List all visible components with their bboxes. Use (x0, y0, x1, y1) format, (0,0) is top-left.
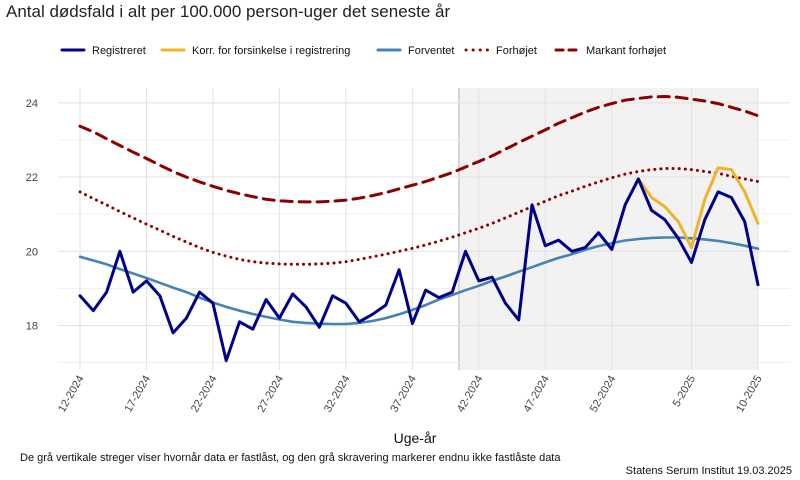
legend: Registreret Korr. for forsinkelse i regis… (60, 45, 666, 57)
legend-label: Registreret (92, 45, 146, 57)
x-axis-label: Uge-år (393, 430, 437, 446)
unlocked-data-shading (458, 88, 758, 370)
x-tick-label: 27-2024 (255, 374, 286, 415)
x-tick-label: 10-2025 (734, 374, 765, 415)
y-tick-label: 22 (26, 172, 38, 184)
x-tick-label: 47-2024 (521, 374, 552, 415)
chart-title: Antal dødsfald i alt per 100.000 person-… (6, 2, 451, 21)
x-tick-label: 22-2024 (189, 374, 220, 415)
y-tick-label: 20 (26, 246, 38, 258)
y-tick-label: 24 (26, 98, 38, 110)
x-tick-label: 42-2024 (455, 373, 486, 414)
x-tick-label: 52-2024 (588, 374, 619, 415)
y-tick-label: 18 (26, 320, 38, 332)
series-line-registreret (78, 177, 760, 363)
series-line-markant-forhøjet (78, 95, 760, 204)
x-tick-label: 12-2024 (56, 374, 87, 415)
x-tick-label: 5-2025 (671, 374, 699, 410)
x-tick-label: 32-2024 (322, 374, 353, 415)
series-line-forhøjet (78, 167, 760, 266)
chart-caption: De grå vertikale streger viser hvornår d… (20, 452, 561, 464)
legend-label: Forhøjet (496, 45, 537, 57)
x-tick-label: 17-2024 (122, 374, 153, 415)
legend-label: Korr. for forsinkelse i registrering (192, 45, 350, 57)
x-tick-label: 37-2024 (388, 374, 419, 415)
series-line-korr-for-forsinkelse-i-registrering (636, 166, 760, 250)
legend-label: Forventet (408, 45, 454, 57)
source-credit: Statens Serum Institut 19.03.2025 (625, 465, 792, 477)
legend-label: Markant forhøjet (586, 45, 666, 57)
